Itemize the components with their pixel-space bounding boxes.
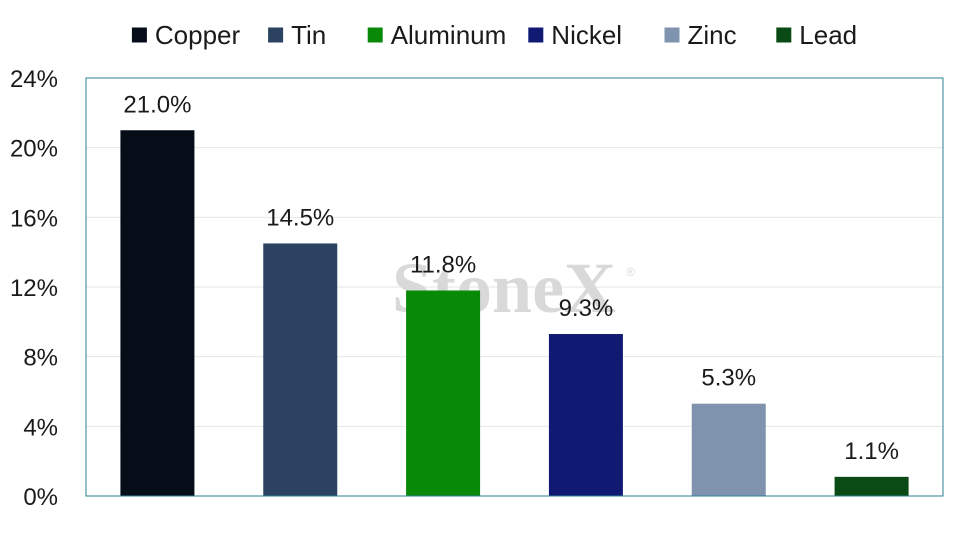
y-tick-label: 0%: [23, 484, 58, 511]
watermark-registered-mark: ®: [626, 265, 635, 279]
bar-tin: [263, 243, 338, 496]
legend-item-aluminum: Aluminum: [367, 20, 507, 50]
y-tick-label: 4%: [23, 414, 58, 441]
legend-label: Aluminum: [391, 20, 507, 50]
legend-item-zinc: Zinc: [664, 20, 737, 50]
bar-aluminum: [406, 290, 481, 496]
data-label: 5.3%: [701, 365, 756, 392]
legend-swatch: [131, 27, 147, 43]
data-label: 9.3%: [559, 295, 614, 322]
data-label: 21.0%: [123, 91, 191, 118]
y-axis-ticks: 0% 4% 8% 12% 16% 20% 24%: [10, 66, 58, 511]
legend-swatch: [528, 27, 544, 43]
data-label: 1.1%: [844, 438, 899, 465]
bar-copper: [120, 130, 195, 496]
legend-swatch: [776, 27, 792, 43]
data-label: 11.8%: [410, 251, 476, 278]
bar-zinc: [691, 403, 766, 496]
legend-item-nickel: Nickel: [528, 20, 622, 50]
y-tick-label: 12%: [10, 275, 58, 302]
legend-label: Tin: [291, 20, 326, 50]
legend-item-lead: Lead: [776, 20, 857, 50]
plot-frame: [85, 77, 944, 497]
legend-label: Lead: [799, 20, 857, 50]
y-tick-label: 8%: [23, 345, 58, 372]
bars: 21.0% 14.5% 11.8% 9.3% 5.3% 1.1%: [120, 91, 909, 496]
bar-lead: [834, 476, 909, 496]
legend-swatch: [367, 27, 383, 43]
y-tick-label: 20%: [10, 136, 58, 163]
gridlines: [86, 147, 943, 427]
legend-label: Zinc: [688, 20, 737, 50]
legend-label: Nickel: [551, 20, 622, 50]
legend-item-copper: Copper: [131, 20, 241, 50]
legend: Copper Tin Aluminum Nickel Zinc Lead: [131, 20, 857, 50]
legend-label: Copper: [155, 20, 241, 50]
data-label: 14.5%: [266, 204, 334, 231]
y-tick-label: 16%: [10, 205, 58, 232]
legend-swatch: [664, 27, 680, 43]
y-tick-label: 24%: [10, 66, 58, 93]
bar-nickel: [548, 334, 623, 496]
legend-item-tin: Tin: [268, 20, 326, 50]
legend-swatch: [268, 27, 284, 43]
